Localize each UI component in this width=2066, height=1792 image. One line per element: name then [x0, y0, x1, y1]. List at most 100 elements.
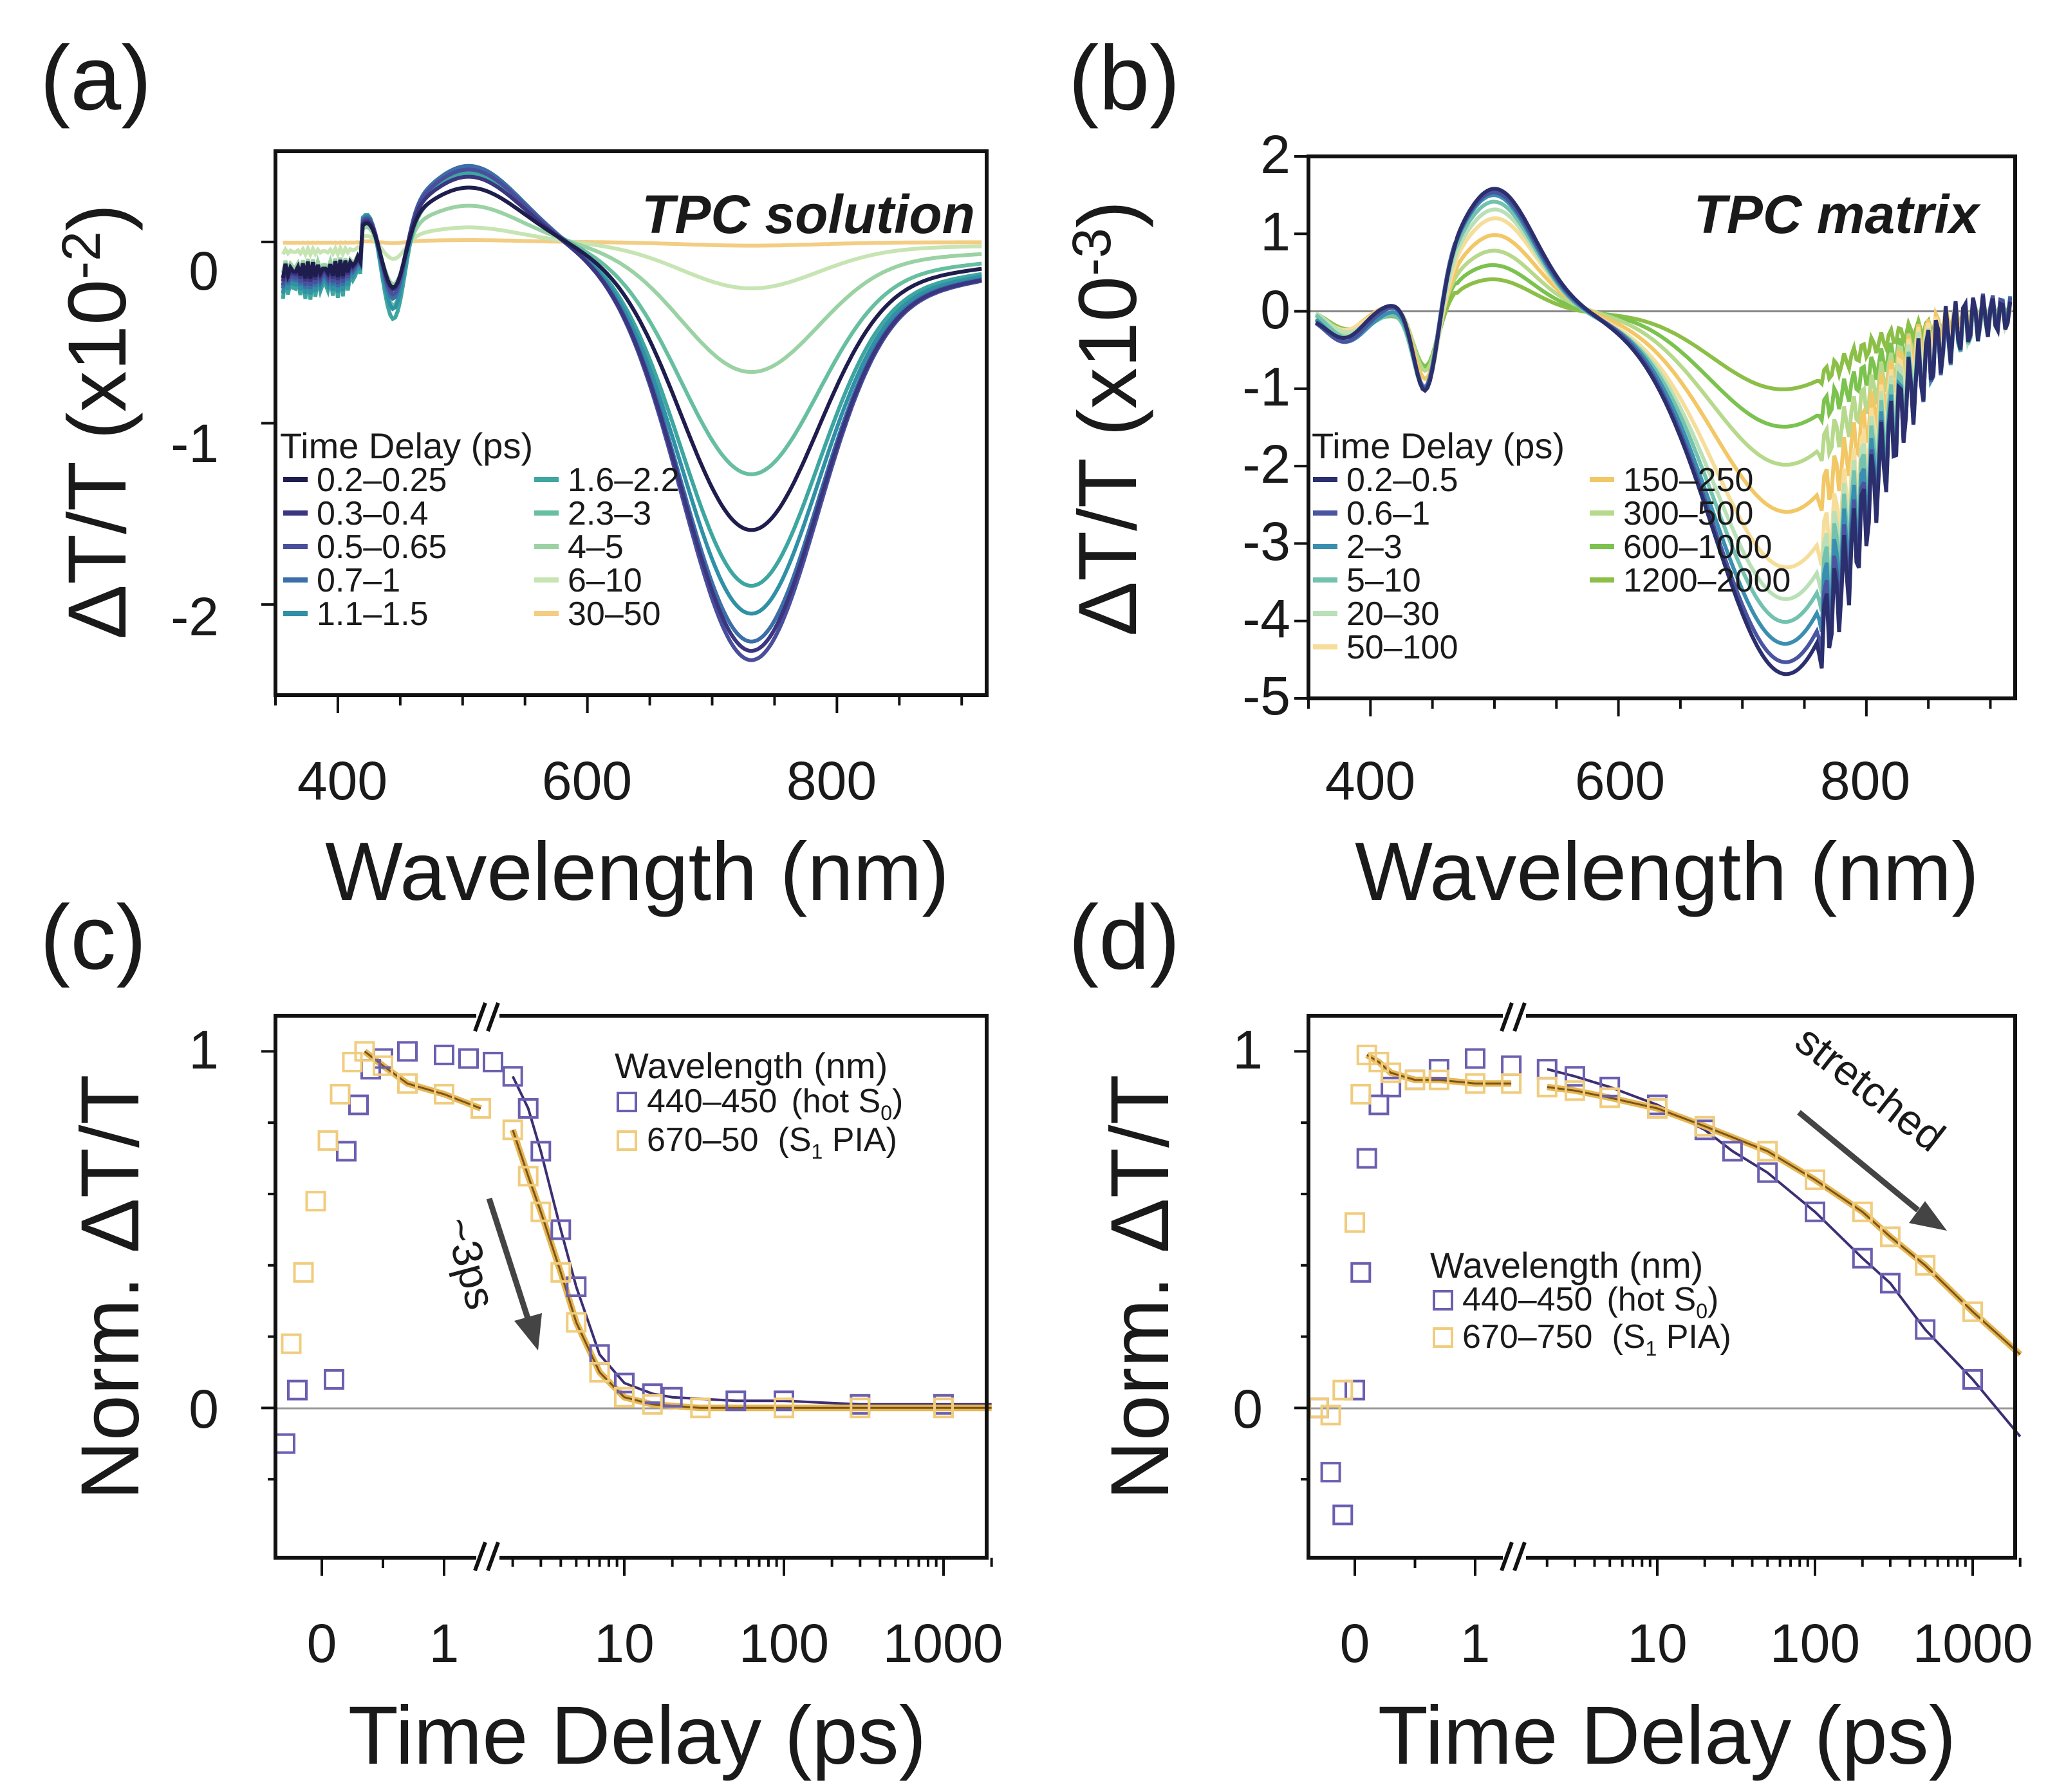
- data-point-c-0-14: [550, 1219, 572, 1240]
- plot-frame-c: [274, 1014, 989, 1560]
- data-point-d-1-15: [1599, 1087, 1621, 1108]
- y-tick-label-b-5: -3: [1242, 511, 1290, 572]
- tick-marks-b: [1294, 155, 1992, 716]
- data-point-d-1-21: [1879, 1226, 1901, 1247]
- data-point-d-1-6: [1356, 1044, 1377, 1065]
- data-point-c-1-4: [305, 1191, 326, 1212]
- data-point-d-0-3: [1332, 1504, 1354, 1526]
- data-point-d-0-14: [1564, 1066, 1585, 1087]
- x-tick-label-b-2: 800: [1820, 751, 1910, 811]
- y-axis-label-b-close: ): [1062, 200, 1154, 228]
- data-point-c-0-12: [517, 1098, 539, 1119]
- markers-d: [1308, 1044, 1983, 1526]
- y-tick-label-b-0: 2: [1260, 124, 1290, 185]
- data-point-c-0-3: [336, 1141, 357, 1162]
- data-point-c-1-22: [774, 1397, 794, 1419]
- data-point-d-0-5: [1350, 1262, 1372, 1283]
- x-tick-label-d-4: 1000: [1913, 1613, 2033, 1674]
- data-point-c-1-24: [933, 1397, 954, 1419]
- panel-b: (b) TPC matrix 2 1 0 -1 -2 -3 -4 -5 400 …: [1061, 27, 2017, 918]
- legend-sub-c-670: 1: [812, 1140, 823, 1163]
- legend-name-d-670: 670–750: [1462, 1318, 1592, 1356]
- x-tick-label-d-3: 100: [1770, 1613, 1860, 1674]
- axis-break-d: [1500, 1002, 1527, 1572]
- fit-line-c-440: [511, 1076, 992, 1406]
- legend-label-a-7: 4–5: [568, 528, 624, 566]
- data-point-d-1-8: [1381, 1062, 1402, 1083]
- data-point-c-1-10: [397, 1073, 418, 1094]
- x-tick-label-a-2: 800: [786, 751, 877, 811]
- data-point-d-1-10: [1428, 1069, 1449, 1090]
- y-axis-label-c: Norm. ΔT/T: [64, 1074, 156, 1500]
- legend-sub-d-670: 1: [1645, 1337, 1657, 1360]
- panel-c: (c) 1 0 0 1 10 100 1000 Time Delay (ps) …: [40, 886, 1003, 1782]
- x-tick-label-c-2: 10: [594, 1613, 654, 1674]
- data-point-c-0-4: [348, 1094, 369, 1115]
- legend-marker-d-440: [1433, 1290, 1453, 1311]
- data-point-d-0-19: [1757, 1162, 1778, 1183]
- data-point-d-1-4: [1345, 1212, 1365, 1233]
- data-point-d-1-22: [1915, 1255, 1936, 1276]
- panel-label-c: (c): [40, 886, 147, 989]
- y-axis-label-a: ΔT/T (x10-2): [51, 203, 144, 639]
- y-tick-label-c-1: 0: [189, 1379, 219, 1439]
- legend-title-a: Time Delay (ps): [280, 425, 533, 466]
- tick-marks-d: [1294, 1050, 2022, 1576]
- y-tick-label-d-0: 1: [1233, 1020, 1263, 1080]
- x-tick-label-d-0: 0: [1340, 1613, 1370, 1674]
- series-group-a: [281, 163, 982, 662]
- data-point-c-1-16: [550, 1262, 572, 1283]
- y-tick-label-d-1: 0: [1233, 1379, 1263, 1439]
- legend-label-b-2: 2–3: [1346, 528, 1402, 566]
- legend-suffix-d-670: (S: [1612, 1318, 1645, 1356]
- x-tick-label-b-1: 600: [1575, 751, 1665, 811]
- legend-a: 0.2–0.250.3–0.40.5–0.650.7–11.1–1.5 1.6–2…: [283, 462, 680, 633]
- tick-marks-c: [261, 1050, 993, 1576]
- y-tick-label-b-4: -2: [1242, 434, 1290, 494]
- x-tick-label-c-0: 0: [307, 1613, 337, 1674]
- data-point-c-1-18: [589, 1361, 610, 1383]
- series-group-b: [1308, 187, 2015, 677]
- legend-name-d-440: 440–450: [1462, 1281, 1592, 1318]
- x-tick-label-c-1: 1: [429, 1613, 460, 1674]
- legend-sub-c-440: 0: [880, 1101, 892, 1125]
- legend-marker-c-440: [617, 1092, 637, 1112]
- markers-c: [275, 1041, 954, 1454]
- x-tick-label-a-0: 400: [297, 751, 387, 811]
- legend-label-a-0: 0.2–0.25: [317, 462, 447, 499]
- legend-label-b-0: 0.2–0.5: [1346, 462, 1458, 499]
- y-tick-label-c-0: 1: [189, 1020, 219, 1080]
- data-point-d-1-2: [1320, 1405, 1341, 1426]
- y-axis-label-a-text: ΔT/T (x10: [51, 279, 144, 640]
- data-point-c-1-5: [317, 1130, 339, 1151]
- data-point-c-1-21: [690, 1397, 711, 1419]
- data-point-d-0-18: [1722, 1141, 1743, 1162]
- chart-title-a: TPC solution: [642, 184, 975, 245]
- data-point-c-0-0: [275, 1433, 295, 1454]
- data-point-d-1-14: [1564, 1080, 1585, 1101]
- x-tick-label-c-3: 100: [739, 1613, 829, 1674]
- legend-label-b-5: 50–100: [1346, 629, 1458, 666]
- series-line-a-9: [283, 238, 982, 248]
- legend-marker-c-670: [617, 1130, 637, 1151]
- data-point-d-0-23: [1915, 1319, 1936, 1340]
- data-point-c-1-11: [434, 1083, 454, 1105]
- data-point-c-0-1: [287, 1379, 308, 1401]
- series-line-b-0: [1315, 187, 2013, 677]
- series-line-a-4: [281, 167, 982, 616]
- legend-title-c: Wavelength (nm): [615, 1045, 888, 1086]
- legend-close-c-440: ): [892, 1083, 903, 1120]
- data-point-c-0-11: [502, 1066, 523, 1087]
- data-point-d-0-7: [1368, 1094, 1390, 1115]
- data-point-d-1-13: [1536, 1076, 1558, 1097]
- series-line-a-8: [281, 225, 982, 290]
- x-axis-label-d: Time Delay (ps): [1378, 1690, 1957, 1782]
- tick-marks-a: [261, 240, 963, 713]
- y-tick-label-b-3: -1: [1242, 357, 1290, 417]
- annotation-c: ~3ps: [435, 1211, 505, 1314]
- data-point-c-1-14: [517, 1166, 539, 1187]
- data-point-d-0-12: [1501, 1055, 1522, 1076]
- y-tick-label-a-2: -2: [171, 586, 219, 647]
